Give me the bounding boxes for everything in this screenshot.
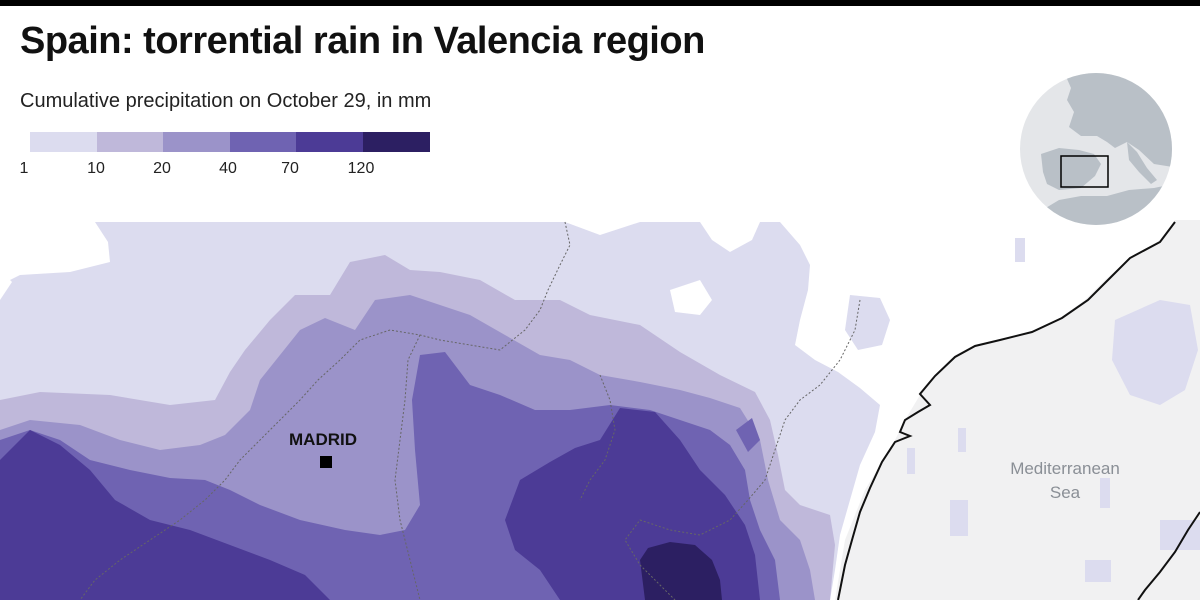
dry-area-north-west [0,270,12,300]
rain-zone-70-120-west [0,430,330,600]
locator-globe [1020,73,1172,225]
dry-area-north [700,222,760,252]
coastline [837,221,1176,600]
top-rule [0,0,1200,6]
legend-tick-20: 20 [153,160,171,177]
legend-swatch-2 [97,132,163,152]
map-title: Spain: torrential rain in Valencia regio… [20,20,705,62]
rain-patch-east-4 [907,448,915,474]
map-subtitle: Cumulative precipitation on October 29, … [20,90,432,112]
rain-patch-east-2 [1112,300,1198,405]
rain-patch-east-3 [1015,238,1025,262]
legend-swatch-6 [363,132,430,152]
rain-patch-east-7 [950,500,968,536]
sea-label-line1: Mediterranean [1010,459,1120,478]
rain-patch-east-9 [1085,560,1111,582]
rain-patch-east-5 [958,428,966,452]
legend-tick-120: 120 [347,160,375,177]
legend-tick-70: 70 [281,160,299,177]
rain-zone-40-70-patch [736,418,760,452]
regional-border-2 [394,334,421,600]
globe-land-europe [1064,73,1172,167]
rain-patch-east-1 [845,295,890,350]
globe-land-iberia [1041,148,1101,190]
globe-highlight-box [1060,155,1109,188]
coastline-south-east [1137,511,1200,600]
legend-swatch-4 [230,132,296,152]
precipitation-legend [30,132,430,152]
madrid-label: MADRID [289,430,357,449]
dry-area-north-hole [670,280,712,315]
rain-patch-east-6 [1100,478,1110,508]
legend-tick-1: 1 [19,160,29,177]
legend-swatch-3 [163,132,230,152]
globe-land-italy [1127,142,1157,184]
legend-swatch-5 [296,132,363,152]
regional-border-3 [624,299,861,600]
sea-label-line2: Sea [1050,483,1081,502]
legend-swatch-1 [30,132,97,152]
legend-tick-10: 10 [87,160,105,177]
madrid-marker [320,456,332,468]
regional-border-4 [579,374,616,501]
legend-tick-40: 40 [219,160,237,177]
